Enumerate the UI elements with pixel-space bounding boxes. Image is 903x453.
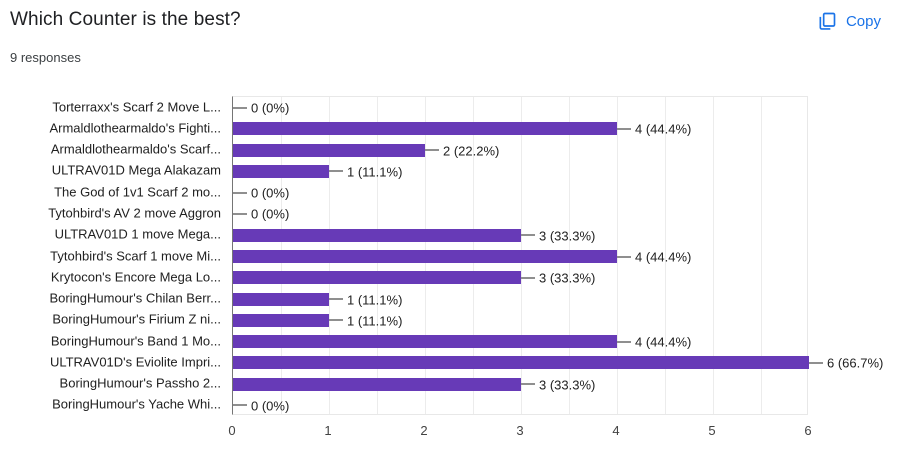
- x-tick-label: 3: [516, 423, 524, 438]
- bar-value-label: 1 (11.1%): [347, 313, 403, 329]
- bar[interactable]: [233, 356, 809, 370]
- bar-value-label: 4 (44.4%): [635, 249, 692, 265]
- bar[interactable]: [233, 122, 617, 136]
- bar[interactable]: [233, 377, 521, 391]
- bar-value-label: 3 (33.3%): [539, 228, 596, 244]
- bar-value-label: 0 (0%): [251, 100, 290, 116]
- bar[interactable]: [233, 250, 617, 263]
- category-label: Tytohbird's AV 2 move Aggron: [48, 205, 221, 221]
- value-connector: [329, 298, 343, 301]
- category-label: ULTRAV01D 1 move Mega...: [54, 226, 221, 242]
- bar-value-label: 1 (11.1%): [347, 292, 403, 308]
- bar[interactable]: [233, 313, 329, 327]
- gridline: [712, 97, 714, 414]
- bar[interactable]: [233, 271, 521, 285]
- x-tick-label: 1: [324, 423, 332, 438]
- bar-value-label: 3 (33.3%): [539, 270, 596, 286]
- category-label: Krytocon's Encore Mega Lo...: [50, 269, 221, 285]
- value-connector: [233, 106, 247, 109]
- value-connector: [329, 170, 343, 173]
- bar-value-label: 4 (44.4%): [635, 334, 692, 350]
- category-label: BoringHumour's Chilan Berr...: [49, 290, 221, 306]
- x-tick-label: 4: [612, 423, 620, 438]
- gridline: [664, 97, 666, 414]
- x-axis: 0 1 2 3 4 5 6: [0, 421, 903, 441]
- bar-value-label: 0 (0%): [251, 398, 290, 414]
- copy-button-label: Copy: [845, 12, 881, 30]
- value-connector: [617, 340, 631, 343]
- copy-button[interactable]: Copy: [811, 7, 887, 35]
- bar-value-label: 6 (66.7%): [827, 355, 884, 371]
- bar-value-label: 4 (44.4%): [635, 121, 692, 137]
- bar[interactable]: [233, 164, 329, 178]
- category-label: Armaldlothearmaldo's Scarf...: [50, 141, 221, 157]
- category-label: BoringHumour's Band 1 Mo...: [50, 333, 221, 349]
- value-connector: [521, 276, 535, 279]
- value-connector: [809, 361, 823, 364]
- response-count: 9 responses: [10, 50, 81, 65]
- category-label: Torterraxx's Scarf 2 Move L...: [52, 99, 221, 115]
- gridline: [760, 97, 762, 414]
- bar[interactable]: [233, 292, 329, 306]
- category-axis: Torterraxx's Scarf 2 Move L... Armaldloth…: [0, 96, 226, 415]
- category-label: Tytohbird's Scarf 1 move Mi...: [50, 248, 221, 263]
- x-tick-label: 2: [420, 423, 428, 438]
- x-tick-label: 0: [228, 423, 236, 438]
- category-label: ULTRAV01D's Eviolite Impri...: [49, 354, 221, 370]
- bar[interactable]: [233, 335, 617, 349]
- value-connector: [521, 234, 535, 237]
- category-label: Armaldlothearmaldo's Fighti...: [49, 120, 221, 136]
- bar-value-label: 0 (0%): [251, 185, 290, 201]
- bar-value-label: 3 (33.3%): [539, 377, 596, 393]
- bar-value-label: 0 (0%): [251, 206, 290, 222]
- value-connector: [233, 191, 247, 194]
- value-connector: [233, 212, 247, 215]
- x-tick-label: 6: [804, 423, 812, 438]
- value-connector: [425, 149, 439, 152]
- category-label: BoringHumour's Yache Whi...: [52, 396, 221, 412]
- bar[interactable]: [233, 143, 425, 157]
- copy-icon: [817, 11, 837, 31]
- value-connector: [617, 127, 631, 130]
- bar-value-label: 2 (22.2%): [443, 143, 500, 159]
- category-label: ULTRAV01D Mega Alakazam: [51, 162, 221, 178]
- value-connector: [329, 319, 343, 322]
- value-connector: [233, 404, 247, 407]
- category-label: BoringHumour's Passho 2...: [59, 375, 221, 391]
- value-connector: [617, 255, 631, 258]
- bar-value-label: 1 (11.1%): [347, 164, 403, 180]
- bar[interactable]: [233, 228, 521, 242]
- plot-area: 0 (0%) 4 (44.4%) 2 (22.2%) 1 (11.1%) 0 (0%) 0…: [232, 96, 883, 415]
- chart-title: Which Counter is the best?: [10, 9, 241, 30]
- value-connector: [521, 383, 535, 386]
- category-label: BoringHumour's Firium Z ni...: [52, 311, 221, 327]
- category-label: The God of 1v1 Scarf 2 mo...: [54, 184, 221, 200]
- x-tick-label: 5: [708, 423, 716, 438]
